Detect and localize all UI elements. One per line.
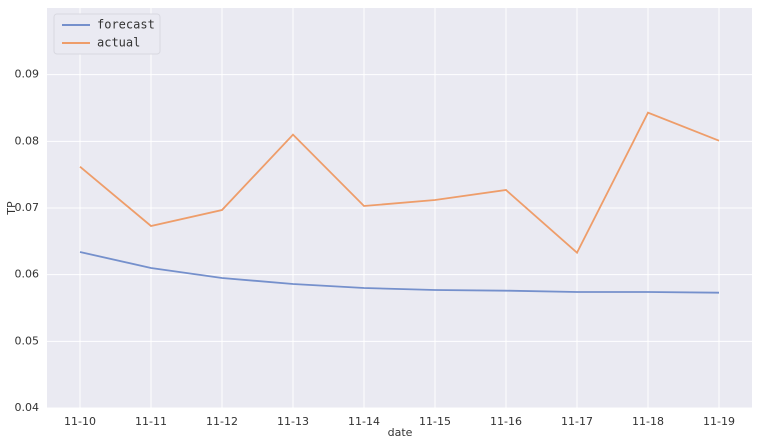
x-tick-label: 11-14 xyxy=(348,415,380,428)
x-tick-label: 11-17 xyxy=(561,415,593,428)
x-tick-label: 11-12 xyxy=(206,415,238,428)
y-tick-label: 0.07 xyxy=(15,201,40,214)
grid xyxy=(47,8,752,409)
y-tick-label: 0.04 xyxy=(15,401,40,414)
legend: forecast actual xyxy=(53,13,161,55)
line-series xyxy=(79,111,720,255)
x-tick-label: 11-16 xyxy=(490,415,522,428)
legend-label: forecast xyxy=(97,18,155,32)
y-tick-label: 0.05 xyxy=(15,334,40,347)
x-tick-label: 11-13 xyxy=(277,415,309,428)
y-tick-label: 0.09 xyxy=(15,68,40,81)
x-tick-label: 11-11 xyxy=(135,415,167,428)
x-tick-label: 11-15 xyxy=(419,415,451,428)
legend-label: actual xyxy=(97,36,140,50)
line-series xyxy=(79,251,720,294)
lines xyxy=(79,111,720,294)
y-tick-label: 0.08 xyxy=(15,134,40,147)
x-tick-label: 11-19 xyxy=(703,415,735,428)
y-axis-label: TP xyxy=(5,201,18,216)
x-tick-label: 11-10 xyxy=(64,415,96,428)
y-tick-label: 0.06 xyxy=(15,268,40,281)
x-axis-label: date xyxy=(388,426,413,439)
x-tick-label: 11-18 xyxy=(632,415,664,428)
